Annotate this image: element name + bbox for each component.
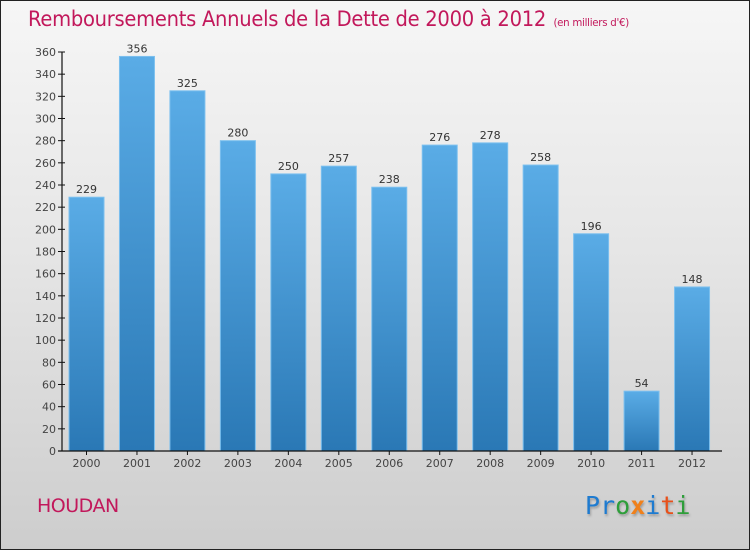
logo-letter: x (630, 491, 646, 520)
bar-2001 (118, 55, 155, 452)
value-label-2010: 196 (581, 220, 602, 233)
bar-2012 (674, 286, 711, 452)
y-tick-label-120: 120 (35, 312, 56, 325)
bars-group: 229 356 325 280 250 257 238 276 278 258 196 54 148 (68, 42, 711, 452)
x-tick-label-2002: 2002 (173, 457, 201, 470)
logo-letter: P (585, 491, 601, 520)
y-tick-label-260: 260 (35, 157, 56, 170)
bar-2000 (68, 196, 105, 452)
y-tick-label-0: 0 (49, 445, 56, 458)
x-tick-label-2006: 2006 (375, 457, 403, 470)
bar-2011 (623, 390, 660, 452)
x-tick-label-2005: 2005 (325, 457, 353, 470)
value-label-2001: 356 (126, 42, 147, 55)
bar-2004 (270, 173, 307, 452)
bar-2003 (219, 140, 256, 452)
bar-2008 (472, 142, 509, 452)
x-tick-label-2008: 2008 (476, 457, 504, 470)
city-name: HOUDAN (37, 495, 119, 517)
x-tick-label-2010: 2010 (577, 457, 605, 470)
y-tick-label-340: 340 (35, 68, 56, 81)
bar-2007 (421, 144, 458, 452)
x-tick-label-2007: 2007 (426, 457, 454, 470)
value-label-2006: 238 (379, 173, 400, 186)
value-label-2012: 148 (682, 273, 703, 286)
y-tick-label-220: 220 (35, 201, 56, 214)
value-label-2002: 325 (177, 77, 198, 90)
bar-2009 (522, 164, 559, 452)
axes-group: 2000 2001 2002 2003 2004 2005 2006 2007 2008 2009… (35, 46, 722, 470)
y-tick-label-160: 160 (35, 268, 56, 281)
value-label-2004: 250 (278, 160, 299, 173)
x-tick-label-2009: 2009 (527, 457, 555, 470)
x-tick-label-2004: 2004 (274, 457, 302, 470)
value-label-2003: 280 (227, 127, 248, 140)
y-tick-label-320: 320 (35, 90, 56, 103)
y-tick-label-140: 140 (35, 290, 56, 303)
x-tick-label-2001: 2001 (123, 457, 151, 470)
x-tick-label-2003: 2003 (224, 457, 252, 470)
bar-2005 (320, 165, 357, 452)
value-label-2007: 276 (429, 131, 450, 144)
y-tick-label-240: 240 (35, 179, 56, 192)
bar-2002 (169, 90, 206, 452)
logo-letter: i (645, 491, 661, 520)
bar-2010 (573, 233, 610, 452)
y-tick-label-60: 60 (42, 379, 56, 392)
y-tick-label-100: 100 (35, 334, 56, 347)
y-tick-label-40: 40 (42, 401, 56, 414)
bar-2006 (371, 186, 408, 452)
logo-letter: o (615, 491, 631, 520)
y-tick-label-180: 180 (35, 246, 56, 259)
value-label-2011: 54 (635, 377, 649, 390)
y-tick-label-300: 300 (35, 113, 56, 126)
y-tick-label-280: 280 (35, 135, 56, 148)
y-tick-label-20: 20 (42, 423, 56, 436)
title-text: Remboursements Annuels de la Dette de 20… (28, 7, 547, 31)
y-tick-label-80: 80 (42, 356, 56, 369)
chart-title: Remboursements Annuels de la Dette de 20… (28, 7, 629, 31)
title-unit: (en milliers d'€) (553, 16, 629, 29)
logo-letter: i (675, 491, 691, 520)
x-tick-label-2012: 2012 (678, 457, 706, 470)
x-tick-label-2011: 2011 (628, 457, 656, 470)
logo-letter: r (600, 491, 616, 520)
proxiti-logo: Proxiti (585, 491, 690, 520)
x-tick-label-2000: 2000 (73, 457, 101, 470)
value-label-2009: 258 (530, 151, 551, 164)
logo-letter: t (660, 491, 676, 520)
y-tick-label-200: 200 (35, 223, 56, 236)
value-label-2008: 278 (480, 129, 501, 142)
y-tick-label-360: 360 (35, 46, 56, 59)
value-label-2005: 257 (328, 152, 349, 165)
value-label-2000: 229 (76, 183, 97, 196)
